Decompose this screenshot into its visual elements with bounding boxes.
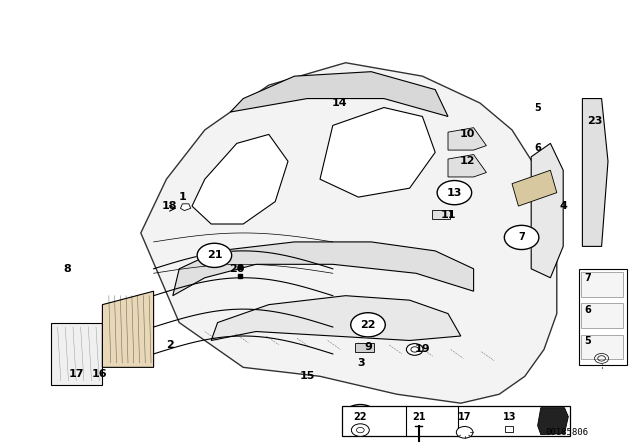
Text: 6: 6 (534, 143, 541, 153)
Text: 9: 9 (364, 342, 372, 352)
Text: 14: 14 (332, 98, 347, 108)
Circle shape (351, 313, 385, 337)
Polygon shape (230, 72, 448, 116)
Polygon shape (582, 99, 608, 246)
Text: 13: 13 (503, 412, 517, 422)
Text: 5: 5 (534, 103, 541, 112)
Text: 17: 17 (458, 412, 472, 422)
Polygon shape (531, 143, 563, 278)
Text: 20: 20 (229, 264, 244, 274)
Text: 1: 1 (179, 192, 186, 202)
Text: 16: 16 (92, 369, 107, 379)
Bar (505, 426, 513, 432)
Bar (581, 272, 623, 297)
Bar (432, 210, 450, 219)
Text: 13: 13 (447, 188, 462, 198)
Text: 18: 18 (162, 201, 177, 211)
Polygon shape (141, 63, 557, 403)
Text: 00185806: 00185806 (545, 428, 588, 437)
Circle shape (504, 225, 539, 250)
Polygon shape (51, 323, 102, 385)
Polygon shape (180, 204, 191, 211)
Polygon shape (320, 108, 435, 197)
Circle shape (197, 243, 232, 267)
Text: 22: 22 (360, 320, 376, 330)
Bar (581, 303, 623, 328)
Circle shape (343, 405, 378, 429)
Circle shape (351, 424, 369, 436)
Text: 19: 19 (415, 345, 430, 354)
Text: 23: 23 (588, 116, 603, 126)
Text: 7: 7 (584, 273, 591, 283)
Polygon shape (102, 291, 154, 367)
Polygon shape (211, 296, 461, 340)
Text: 5: 5 (584, 336, 591, 346)
Polygon shape (448, 155, 486, 177)
Circle shape (437, 181, 472, 205)
Text: 15: 15 (300, 371, 315, 381)
Text: 11: 11 (440, 210, 456, 220)
Text: 12: 12 (460, 156, 475, 166)
Circle shape (406, 344, 423, 355)
Text: 6: 6 (584, 305, 591, 314)
Polygon shape (192, 134, 288, 224)
Text: 17: 17 (69, 369, 84, 379)
Bar (579, 269, 627, 365)
Text: 3: 3 (358, 358, 365, 368)
Text: 21: 21 (412, 412, 426, 422)
Text: 21: 21 (207, 250, 222, 260)
Bar (342, 406, 570, 436)
Text: 22: 22 (353, 412, 367, 422)
Polygon shape (512, 170, 557, 206)
Text: 7: 7 (518, 233, 525, 242)
Circle shape (411, 347, 419, 352)
Circle shape (456, 426, 473, 438)
Text: 8: 8 (63, 264, 71, 274)
Circle shape (356, 427, 364, 433)
Text: 2: 2 (166, 340, 173, 350)
Text: 10: 10 (460, 129, 475, 139)
Text: 4: 4 (559, 201, 567, 211)
Polygon shape (173, 242, 474, 296)
Polygon shape (448, 128, 486, 150)
Polygon shape (538, 408, 568, 435)
Bar (355, 343, 374, 352)
Bar (581, 335, 623, 359)
